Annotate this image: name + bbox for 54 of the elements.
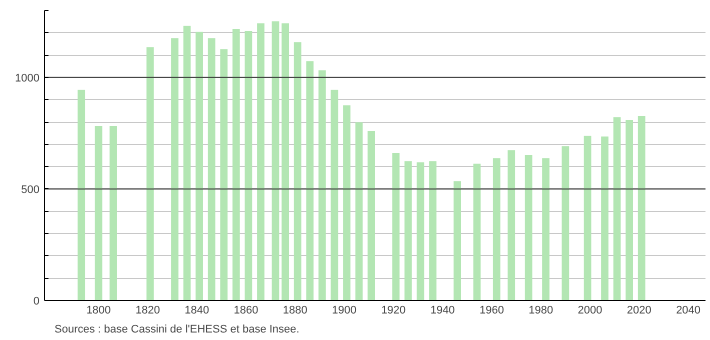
source-note: Sources : base Cassini de l'EHESS et base Insee. bbox=[54, 324, 300, 336]
bar bbox=[429, 161, 436, 300]
y-tick-label: 1000 bbox=[15, 72, 40, 84]
bar bbox=[78, 90, 86, 300]
bar bbox=[244, 31, 252, 300]
bar bbox=[330, 90, 338, 300]
bar bbox=[368, 130, 375, 300]
bar bbox=[220, 49, 228, 300]
bar bbox=[318, 70, 326, 300]
bar bbox=[94, 126, 102, 300]
x-tick-label: 2020 bbox=[626, 304, 652, 316]
bar bbox=[171, 38, 178, 300]
bar bbox=[492, 158, 500, 300]
y-tick-label: 500 bbox=[21, 184, 40, 196]
bar bbox=[473, 164, 481, 300]
bar bbox=[454, 181, 462, 300]
x-tick-label: 1940 bbox=[430, 304, 455, 316]
bar bbox=[343, 105, 350, 300]
bar bbox=[294, 42, 302, 300]
x-tick-label: 1960 bbox=[479, 304, 504, 316]
bar bbox=[392, 153, 400, 300]
bar bbox=[601, 136, 608, 300]
bar bbox=[626, 120, 634, 300]
bar bbox=[196, 32, 203, 300]
x-tick-label: 1880 bbox=[282, 304, 308, 316]
x-tick-label: 1980 bbox=[528, 304, 554, 316]
y-tick-label: 0 bbox=[33, 296, 40, 308]
x-tick-label: 1920 bbox=[381, 304, 406, 316]
bar bbox=[110, 126, 117, 300]
bar bbox=[542, 158, 550, 300]
bar bbox=[306, 61, 314, 300]
x-tick-label: 1840 bbox=[184, 304, 210, 316]
x-tick-label: 2000 bbox=[578, 304, 602, 316]
bar bbox=[146, 47, 154, 300]
bar bbox=[232, 29, 240, 300]
bar bbox=[355, 122, 363, 300]
x-tick-label: 2040 bbox=[676, 304, 701, 316]
x-tick-label: 1860 bbox=[234, 304, 258, 316]
bar bbox=[508, 150, 516, 300]
x-tick-label: 1900 bbox=[332, 304, 357, 316]
bar bbox=[257, 23, 264, 300]
x-tick-label: 1820 bbox=[135, 304, 160, 316]
bar bbox=[524, 155, 532, 300]
bar bbox=[272, 21, 280, 300]
bar bbox=[282, 23, 289, 300]
bar bbox=[183, 26, 191, 300]
x-tick-label: 1800 bbox=[86, 304, 111, 316]
bar bbox=[638, 116, 646, 300]
bar bbox=[208, 38, 216, 300]
bar bbox=[562, 146, 570, 300]
bar bbox=[584, 136, 592, 300]
bar bbox=[416, 162, 424, 300]
bar bbox=[404, 161, 412, 300]
bar bbox=[613, 117, 621, 300]
